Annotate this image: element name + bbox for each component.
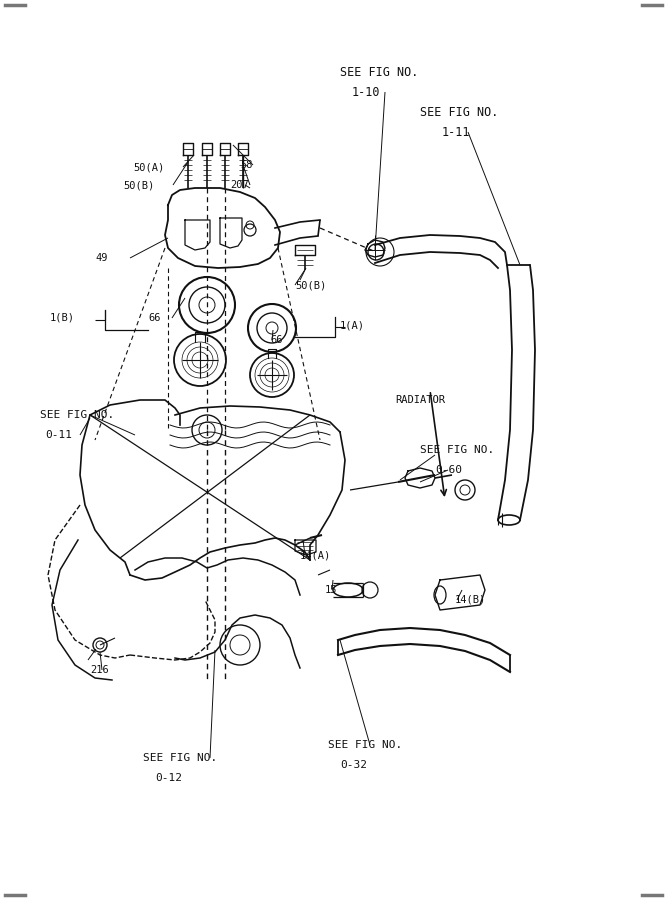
Text: 50(B): 50(B) xyxy=(295,280,326,290)
Text: 0-60: 0-60 xyxy=(435,465,462,475)
Text: 0-32: 0-32 xyxy=(340,760,367,770)
Text: 14(A): 14(A) xyxy=(300,550,331,560)
Text: 50(B): 50(B) xyxy=(123,180,154,190)
Text: 66: 66 xyxy=(148,313,161,323)
Text: RADIATOR: RADIATOR xyxy=(395,395,445,405)
Text: 15: 15 xyxy=(325,585,338,595)
Text: 0-11: 0-11 xyxy=(45,430,72,440)
Text: 58: 58 xyxy=(240,160,253,170)
Text: SEE FIG NO.: SEE FIG NO. xyxy=(143,753,217,763)
Text: 49: 49 xyxy=(95,253,107,263)
Text: 1(B): 1(B) xyxy=(50,313,75,323)
Text: 1(A): 1(A) xyxy=(340,320,365,330)
Text: SEE FIG NO.: SEE FIG NO. xyxy=(420,445,494,455)
Text: SEE FIG NO.: SEE FIG NO. xyxy=(420,105,498,119)
Text: 50(A): 50(A) xyxy=(133,162,164,172)
Text: SEE FIG NO.: SEE FIG NO. xyxy=(328,740,402,750)
Text: 1-11: 1-11 xyxy=(442,125,470,139)
Text: 207: 207 xyxy=(230,180,249,190)
Text: 0-12: 0-12 xyxy=(155,773,182,783)
Text: 216: 216 xyxy=(90,665,109,675)
Text: 1-10: 1-10 xyxy=(352,86,380,98)
Text: 14(B): 14(B) xyxy=(455,595,486,605)
Text: SEE FIG NO.: SEE FIG NO. xyxy=(40,410,114,420)
Text: SEE FIG NO.: SEE FIG NO. xyxy=(340,66,418,78)
Text: 66: 66 xyxy=(270,335,283,345)
